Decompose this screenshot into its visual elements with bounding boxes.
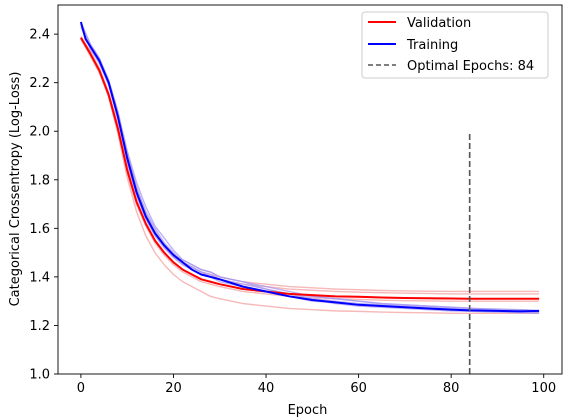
- series-lines: [79, 21, 540, 374]
- x-tick-label: 20: [165, 381, 182, 396]
- legend-label-validation: Validation: [407, 16, 471, 31]
- y-tick-label: 1.4: [29, 270, 50, 285]
- legend-label-optimal: Optimal Epochs: 84: [407, 59, 534, 74]
- x-tick-label: 60: [350, 381, 367, 396]
- plot-frame: [57, 4, 563, 375]
- x-tick-label: 100: [531, 381, 556, 396]
- legend-label-training: Training: [406, 38, 458, 53]
- training-series-line: [79, 21, 540, 313]
- x-axis: 0 20 40 60 80 100: [77, 374, 556, 396]
- validation-series-line: [80, 37, 540, 300]
- y-tick-label: 1.6: [29, 222, 50, 237]
- legend: Validation Training Optimal Epochs: 84: [361, 11, 549, 79]
- y-tick-label: 2.4: [29, 28, 50, 43]
- x-tick-label: 80: [443, 381, 460, 396]
- y-axis-label: Categorical Crossentropy (Log-Loss): [8, 72, 23, 307]
- y-tick-label: 2.0: [29, 125, 50, 140]
- validation-run-line-1: [80, 36, 540, 315]
- y-axis: 1.0 1.2 1.4 1.6 1.8 2.0 2.2 2.4: [29, 28, 58, 383]
- x-tick-label: 40: [258, 381, 275, 396]
- x-axis-label: Epoch: [288, 403, 328, 418]
- y-tick-label: 1.8: [29, 173, 50, 188]
- x-tick-label: 0: [77, 381, 85, 396]
- y-tick-label: 2.2: [29, 76, 50, 91]
- y-tick-label: 1.2: [29, 319, 50, 334]
- legend-box: [361, 11, 549, 79]
- y-tick-label: 1.0: [29, 368, 50, 383]
